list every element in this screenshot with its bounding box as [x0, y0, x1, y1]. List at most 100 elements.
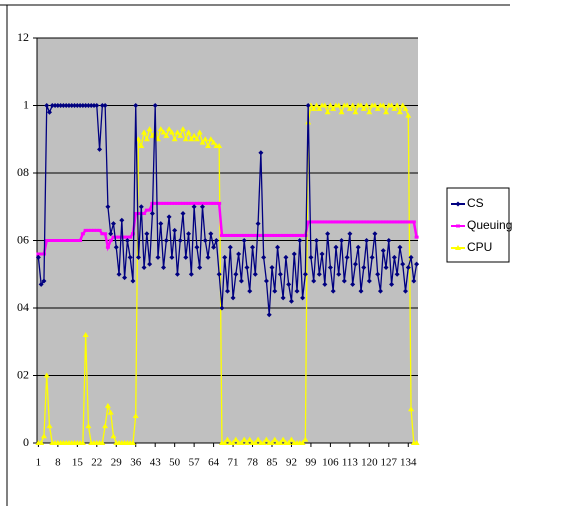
marker	[83, 103, 89, 108]
marker	[99, 103, 105, 108]
marker	[39, 252, 44, 256]
marker	[194, 201, 199, 205]
marker	[389, 220, 394, 224]
marker	[85, 423, 92, 429]
marker	[192, 201, 197, 205]
marker	[208, 201, 213, 205]
marker	[367, 220, 372, 224]
marker	[175, 201, 180, 205]
marker	[214, 201, 219, 205]
marker	[378, 220, 383, 224]
marker	[200, 201, 205, 205]
marker	[127, 254, 133, 260]
marker	[108, 239, 113, 242]
marker	[405, 265, 411, 270]
marker	[69, 239, 74, 242]
marker	[288, 298, 294, 304]
marker	[294, 288, 300, 294]
marker	[186, 231, 192, 237]
x-tick-label: 43	[150, 457, 162, 469]
marker	[191, 132, 198, 138]
marker	[352, 109, 359, 115]
marker	[356, 220, 361, 224]
marker	[47, 239, 52, 242]
marker	[158, 221, 164, 227]
marker	[61, 239, 66, 242]
marker	[163, 238, 169, 243]
marker	[305, 103, 311, 108]
marker	[255, 436, 262, 442]
marker	[183, 254, 189, 260]
marker	[338, 109, 345, 115]
marker	[244, 233, 249, 237]
marker	[169, 254, 175, 260]
marker	[172, 201, 177, 205]
marker	[330, 105, 337, 111]
marker	[406, 220, 411, 224]
marker	[272, 233, 277, 237]
marker	[358, 220, 363, 224]
x-tick-label: 78	[247, 457, 259, 469]
marker	[372, 220, 377, 224]
marker	[147, 208, 152, 212]
marker	[316, 105, 323, 111]
marker	[167, 201, 172, 205]
marker	[335, 102, 342, 108]
marker	[252, 440, 259, 445]
marker	[222, 254, 228, 260]
marker	[377, 288, 383, 294]
marker	[50, 239, 55, 242]
marker	[199, 204, 205, 210]
marker	[138, 143, 145, 148]
marker	[117, 235, 122, 239]
marker	[299, 440, 306, 445]
marker	[72, 239, 77, 242]
marker	[238, 440, 245, 445]
marker	[355, 244, 361, 250]
marker	[75, 239, 80, 242]
marker	[386, 220, 391, 224]
marker	[210, 139, 217, 145]
marker	[119, 217, 125, 223]
marker	[285, 440, 292, 445]
marker	[317, 220, 322, 224]
marker	[66, 239, 71, 242]
marker	[394, 102, 401, 108]
marker	[40, 433, 47, 439]
marker	[197, 201, 202, 205]
marker	[339, 220, 344, 224]
marker	[86, 228, 91, 232]
marker	[345, 220, 350, 224]
marker	[360, 105, 367, 111]
marker	[46, 423, 53, 429]
marker	[124, 238, 130, 243]
marker	[107, 409, 114, 415]
marker	[174, 271, 180, 277]
marker	[166, 214, 172, 220]
marker	[143, 136, 150, 142]
marker	[161, 265, 167, 270]
marker	[66, 103, 72, 108]
y-tick-label: 1	[23, 97, 29, 111]
marker	[242, 233, 247, 237]
marker	[36, 252, 41, 256]
marker	[319, 251, 325, 257]
x-tick-label: 15	[72, 457, 84, 469]
marker	[250, 244, 256, 250]
marker	[44, 239, 49, 242]
y-tick-label: 12	[17, 30, 29, 44]
marker	[405, 112, 412, 118]
marker	[85, 103, 91, 108]
x-tick-label: 71	[228, 457, 239, 469]
marker	[400, 261, 406, 267]
y-tick-label: 08	[17, 165, 29, 179]
marker	[246, 436, 253, 442]
marker	[255, 221, 261, 227]
marker	[163, 132, 170, 138]
marker	[400, 220, 405, 224]
marker	[333, 244, 339, 250]
marker	[69, 103, 75, 108]
marker	[361, 220, 366, 224]
marker	[280, 436, 287, 442]
